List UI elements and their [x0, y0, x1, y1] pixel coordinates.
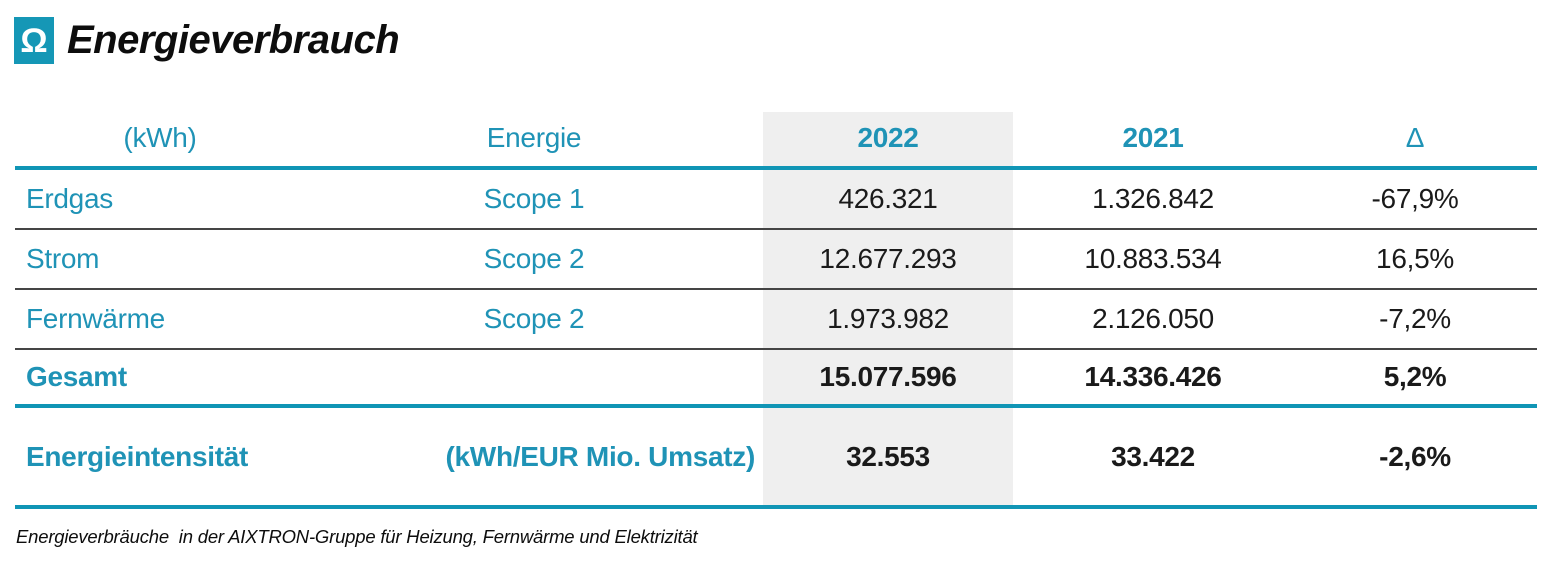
bottom-divider-line	[15, 505, 1537, 509]
table-row-erdgas: Erdgas Scope 1 426.321 1.326.842 -67,9%	[15, 170, 1537, 228]
column-header-delta: Δ	[1405, 122, 1425, 153]
cell-2021: 1.326.842	[1092, 183, 1214, 214]
cell-2021: 10.883.534	[1084, 243, 1222, 274]
cell-label: Fernwärme	[26, 303, 165, 334]
omega-icon: Ω	[14, 17, 54, 64]
omega-glyph: Ω	[20, 21, 48, 60]
cell-2022: 12.677.293	[819, 243, 957, 274]
table-row-fernwaerme: Fernwärme Scope 2 1.973.982 2.126.050 -7…	[15, 290, 1537, 348]
title-row: Ω Energieverbrauch	[14, 17, 400, 64]
cell-2022: 1.973.982	[827, 303, 949, 334]
cell-energie: (kWh/EUR Mio. Umsatz)	[445, 440, 756, 472]
cell-energie: Scope 2	[483, 243, 585, 274]
row-divider-line	[15, 228, 1537, 230]
cell-delta: -2,6%	[1379, 440, 1451, 472]
table-caption: Energieverbräuche in der AIXTRON-Gruppe …	[16, 526, 698, 547]
table-header-row: (kWh) Energie 2022 2021 Δ	[15, 110, 1537, 166]
header-divider-line	[15, 166, 1537, 170]
row-divider-line	[15, 288, 1537, 290]
cell-label: Energieintensität	[26, 440, 249, 472]
cell-delta: 16,5%	[1376, 243, 1454, 274]
column-header-kwh: (kWh)	[123, 122, 197, 153]
page-title: Energieverbrauch	[67, 18, 400, 62]
total-divider-line	[15, 404, 1537, 408]
cell-2021: 14.336.426	[1084, 361, 1222, 392]
cell-delta: 5,2%	[1383, 361, 1447, 392]
cell-delta: -7,2%	[1379, 303, 1451, 334]
cell-delta: -67,9%	[1371, 183, 1459, 214]
column-highlight-2022	[763, 112, 1013, 509]
table-row-strom: Strom Scope 2 12.677.293 10.883.534 16,5…	[15, 230, 1537, 288]
cell-energie: Scope 2	[483, 303, 585, 334]
table-row-energieintensitaet: Energieintensität (kWh/EUR Mio. Umsatz) …	[15, 408, 1537, 505]
row-divider-line	[15, 348, 1537, 350]
cell-2022: 15.077.596	[819, 361, 957, 392]
cell-label: Erdgas	[26, 183, 113, 214]
column-header-energie: Energie	[486, 122, 582, 153]
cell-energie: Scope 1	[483, 183, 585, 214]
column-header-2022: 2022	[857, 122, 919, 153]
energy-table: (kWh) Energie 2022 2021 Δ Erdgas Scope 1…	[15, 110, 1537, 509]
cell-2022: 426.321	[838, 183, 938, 214]
cell-2022: 32.553	[846, 440, 930, 472]
cell-label: Gesamt	[26, 361, 127, 392]
table-row-gesamt: Gesamt 15.077.596 14.336.426 5,2%	[15, 350, 1537, 404]
cell-label: Strom	[26, 243, 100, 274]
cell-2021: 2.126.050	[1092, 303, 1214, 334]
column-header-2021: 2021	[1122, 122, 1184, 153]
cell-2021: 33.422	[1111, 440, 1195, 472]
